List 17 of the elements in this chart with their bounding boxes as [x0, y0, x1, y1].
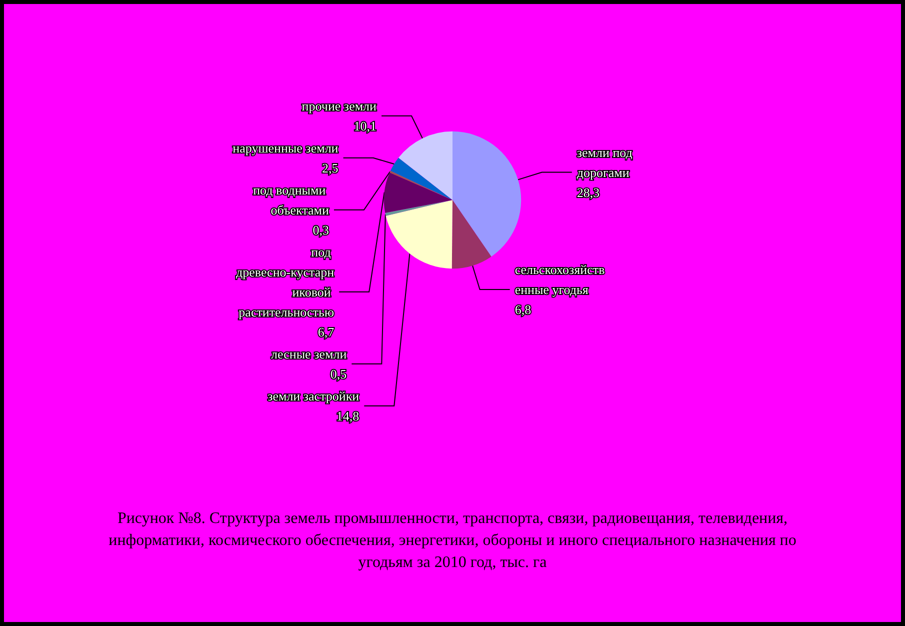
data-label: 2,5: [322, 160, 338, 176]
data-label: 0,3: [312, 222, 329, 238]
slice-label: земли застройки: [268, 388, 360, 404]
slice-label: сельскохозяйственные угодья: [514, 262, 605, 298]
text: Рисунок №8. Структура земель промышленности, транспорта, связи, радиовещания, телевидения, информатики, космического обеспечения, энергетики, обороны и иного специального назначения по угодьям за 2010 год, тыс. га: [108, 509, 798, 573]
data-label: 6,8: [514, 302, 532, 318]
slice-label: нарушенные земли: [232, 140, 338, 156]
slice-label: под древесно-кустарниковой растительностью: [236, 244, 334, 320]
data-label: 14,8: [336, 408, 360, 424]
slice-label: прочие земли: [302, 98, 377, 114]
data-label: 6,7: [318, 324, 335, 340]
slice-label: лесные земли: [271, 346, 347, 362]
data-label: 28,3: [576, 184, 600, 200]
slice-label: земли под дорогами: [576, 144, 636, 180]
data-label: 0,5: [330, 366, 347, 382]
slice-label: под водными объектами: [253, 182, 329, 218]
data-label: 10,1: [354, 118, 377, 134]
